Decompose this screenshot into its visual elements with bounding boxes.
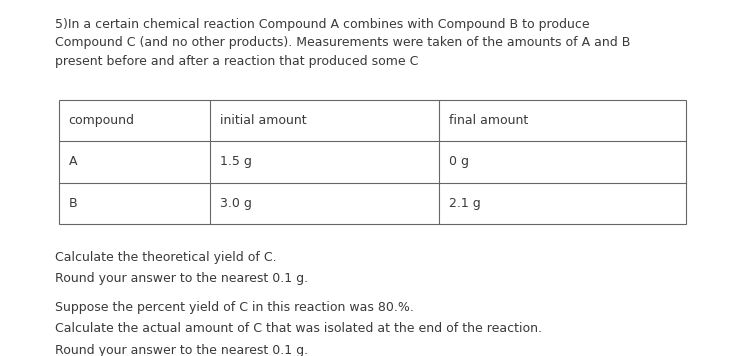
Bar [59,100,686,224]
Text: 2.1 g: 2.1 g [449,197,480,210]
Text: final amount: final amount [449,114,528,127]
Text: Calculate the theoretical yield of C.: Calculate the theoretical yield of C. [55,251,277,264]
Text: A: A [69,156,77,168]
Text: B: B [69,197,77,210]
Text: 5)In a certain chemical reaction Compound A combines with Compound B to produce
: 5)In a certain chemical reaction Compoun… [55,18,631,68]
Text: Round your answer to the nearest 0.1 g.: Round your answer to the nearest 0.1 g. [55,272,308,286]
Text: 1.5 g: 1.5 g [220,156,252,168]
Text: Calculate the actual amount of C that was isolated at the end of the reaction.: Calculate the actual amount of C that wa… [55,322,542,335]
Text: compound: compound [69,114,134,127]
Text: initial amount: initial amount [220,114,306,127]
Text: Round your answer to the nearest 0.1 g.: Round your answer to the nearest 0.1 g. [55,344,308,356]
Text: Suppose the percent yield of C in this reaction was 80.%.: Suppose the percent yield of C in this r… [55,301,414,314]
Text: 0 g: 0 g [449,156,469,168]
Text: 3.0 g: 3.0 g [220,197,252,210]
